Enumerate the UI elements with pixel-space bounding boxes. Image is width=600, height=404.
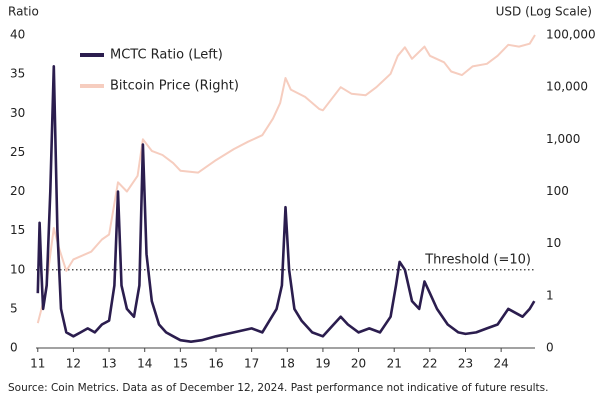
x-tick-label: 16 (208, 357, 223, 371)
y2-tick-label: 1 (546, 288, 554, 302)
threshold-label: Threshold (=10) (424, 252, 531, 267)
x-tick-label: 20 (351, 357, 366, 371)
x-tick-label: 11 (30, 357, 45, 371)
x-tick-label: 13 (101, 357, 116, 371)
y2-tick-label: 1,000 (546, 132, 580, 146)
x-tick-label: 12 (66, 357, 81, 371)
x-tick-label: 22 (422, 357, 437, 371)
x-tick-label: 14 (137, 357, 152, 371)
y-tick-label: 35 (10, 67, 25, 81)
y2-tick-label: 10 (546, 236, 561, 250)
y2-tick-label: 10,000 (546, 80, 588, 94)
y2-axis-label: USD (Log Scale) (496, 5, 592, 19)
series-line (36, 65, 536, 343)
y-tick-label: 40 (10, 28, 25, 42)
x-tick-label: 19 (315, 357, 330, 371)
y-tick-label: 0 (10, 341, 18, 355)
y2-tick-label: 100 (546, 184, 569, 198)
x-tick-label: 21 (387, 357, 402, 371)
x-tick-label: 17 (244, 357, 259, 371)
y-tick-label: 5 (10, 301, 18, 315)
x-tick-label: 15 (173, 357, 188, 371)
y-tick-label: 20 (10, 184, 25, 198)
legend-label: MCTC Ratio (Left) (110, 48, 223, 63)
y-tick-label: 10 (10, 262, 25, 276)
legend-label: Bitcoin Price (Right) (110, 79, 239, 94)
y-tick-label: 15 (10, 223, 25, 237)
x-tick-label: 18 (280, 357, 295, 371)
source-note: Source: Coin Metrics. Data as of Decembe… (8, 382, 548, 394)
series-line (36, 34, 536, 324)
y-tick-label: 25 (10, 145, 25, 159)
y2-tick-label: 100,000 (546, 28, 596, 42)
x-tick-label: 23 (458, 357, 473, 371)
y2-tick-label: 0 (546, 341, 554, 355)
x-tick-label: 24 (493, 357, 508, 371)
y-tick-label: 30 (10, 106, 25, 120)
y-axis-label: Ratio (8, 5, 39, 19)
